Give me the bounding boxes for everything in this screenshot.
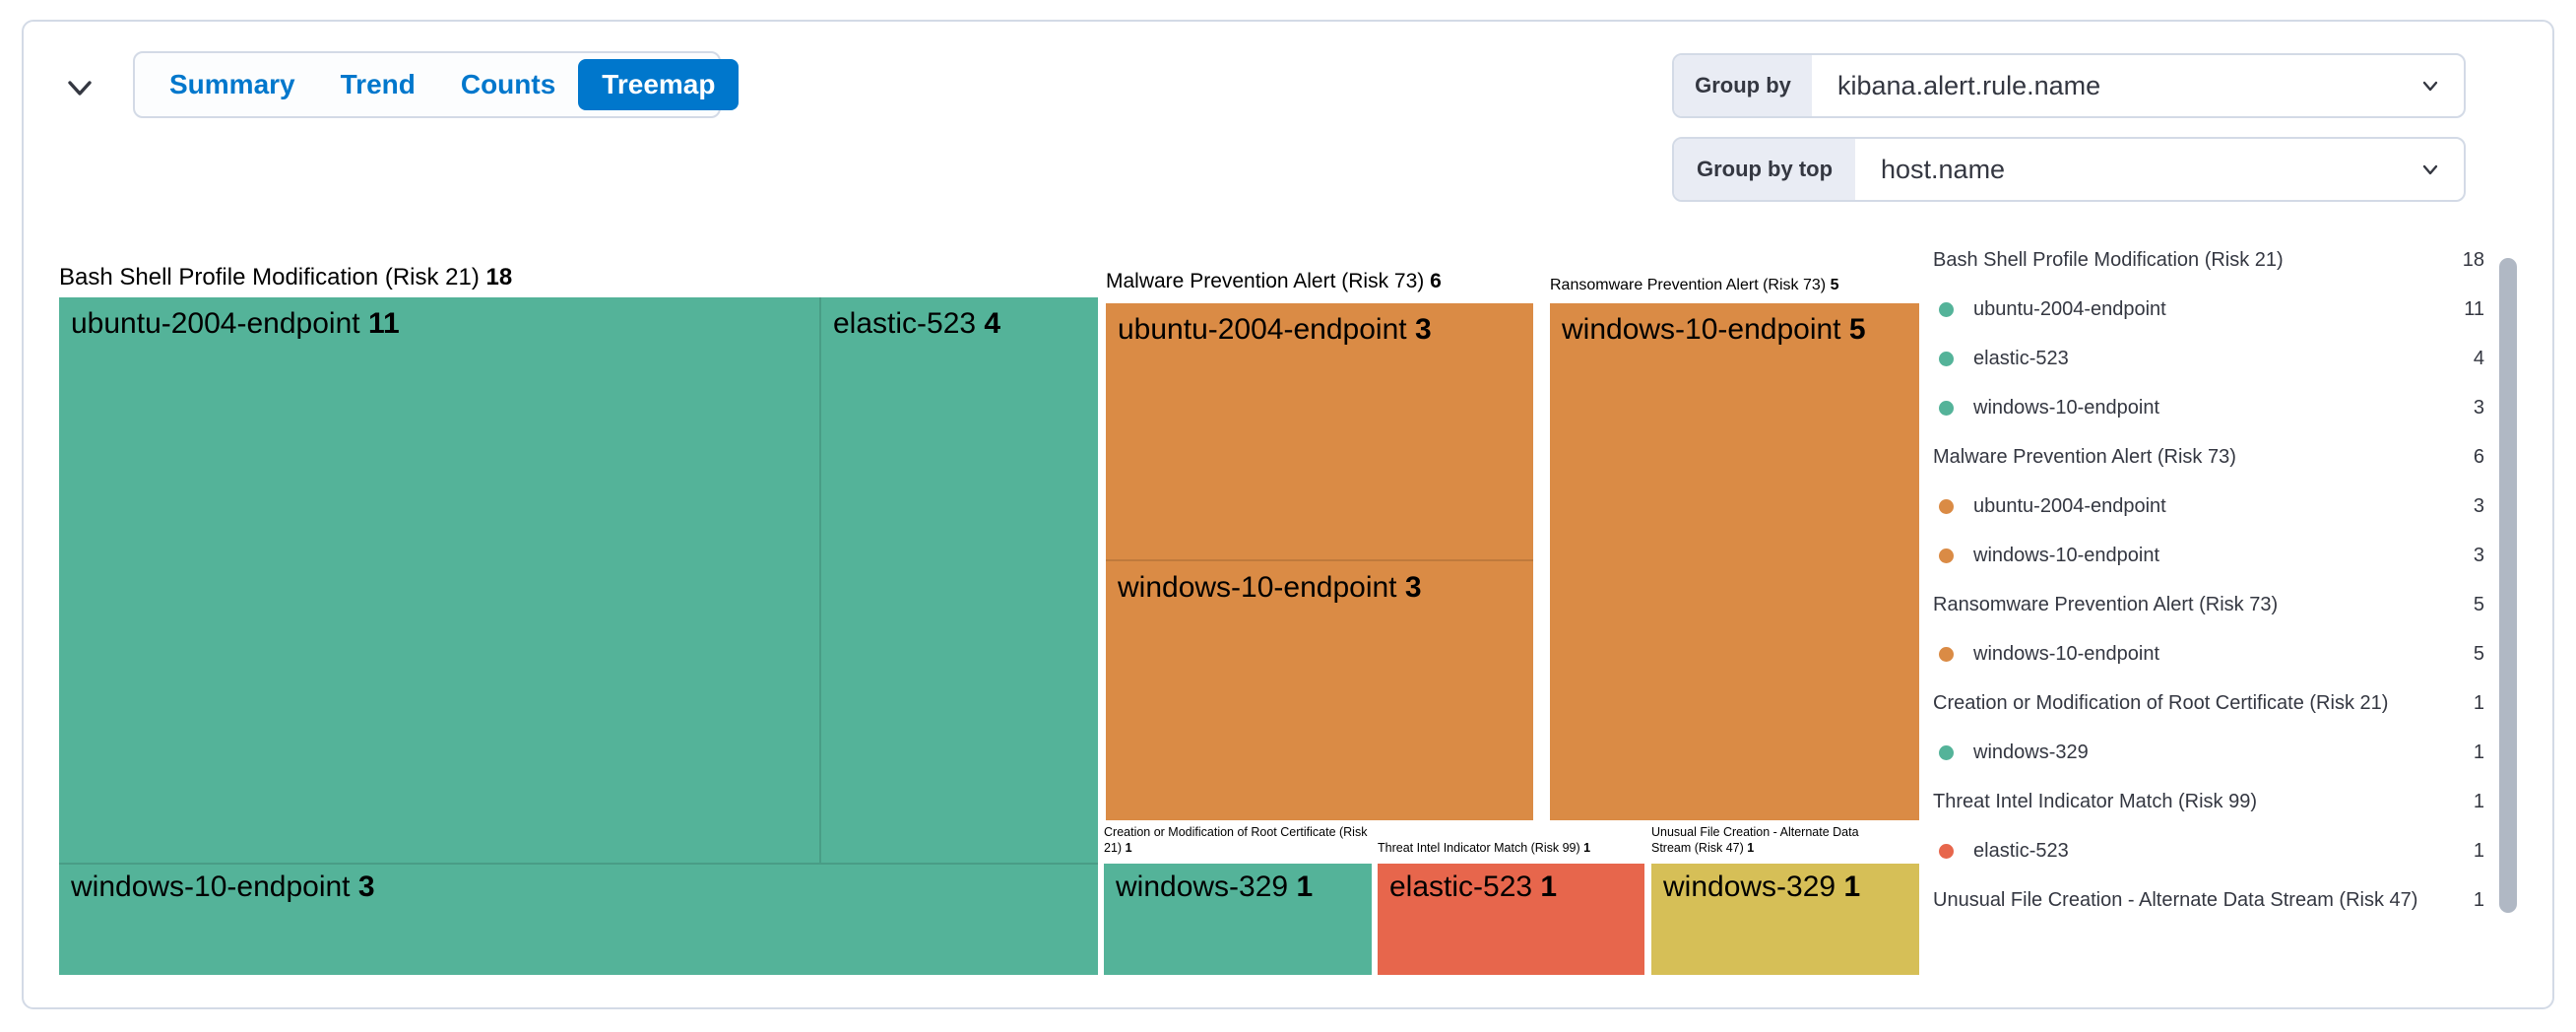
treemap-group-ransomware[interactable]: windows-10-endpoint 5 (1550, 303, 1919, 820)
treemap-cell-label: windows-329 1 (1663, 871, 1861, 903)
group-count: 1 (1583, 841, 1591, 855)
treemap-group-header: Threat Intel Indicator Match (Risk 99) 1 (1378, 841, 1590, 855)
legend-scrollbar-thumb[interactable] (2499, 258, 2517, 913)
legend-group-row[interactable]: Bash Shell Profile Modification (Risk 21… (1933, 249, 2484, 271)
legend-item-row[interactable]: ubuntu-2004-endpoint 11 (1933, 295, 2484, 323)
treemap-group-header: Ransomware Prevention Alert (Risk 73) 5 (1550, 277, 1838, 294)
chevron-down-icon (2418, 139, 2442, 200)
treemap-group-unusual-file[interactable]: windows-329 1 (1651, 864, 1919, 975)
treemap-cell-label: windows-10-endpoint 3 (1118, 571, 1422, 604)
group-count: 18 (485, 264, 513, 290)
group-by-top-select[interactable]: Group by top host.name (1672, 137, 2466, 202)
group-by-top-value: host.name (1881, 154, 2006, 184)
chart-select-tabs: Summary Trend Counts Treemap (133, 51, 740, 118)
group-count: 6 (1430, 270, 1442, 292)
treemap-cell-label: ubuntu-2004-endpoint 3 (1118, 313, 1432, 346)
tab-trend[interactable]: Trend (340, 69, 416, 99)
group-count: 5 (1830, 277, 1839, 293)
treemap-cell-label: ubuntu-2004-endpoint 11 (71, 307, 400, 340)
legend-item-row[interactable]: windows-10-endpoint 3 (1933, 542, 2484, 569)
treemap-group-header: Malware Prevention Alert (Risk 73) 6 (1106, 270, 1442, 293)
group-by-value: kibana.alert.rule.name (1837, 70, 2101, 100)
treemap-cell-label: elastic-523 4 (833, 307, 1001, 340)
group-name: Malware Prevention Alert (Risk 73) (1106, 270, 1425, 292)
treemap-group-header: Creation or Modification of Root Certifi… (1104, 824, 1378, 856)
legend-color-dot (1939, 843, 1954, 859)
treemap-cell-label: elastic-523 1 (1389, 871, 1558, 903)
chevron-down-icon (68, 81, 92, 96)
legend-group-row[interactable]: Malware Prevention Alert (Risk 73) 6 (1933, 446, 2484, 468)
treemap-cell-label: windows-10-endpoint 5 (1562, 313, 1866, 346)
group-count: 1 (1747, 841, 1755, 855)
group-by-top-label: Group by top (1674, 139, 1855, 200)
collapse-panel-button[interactable] (57, 65, 102, 110)
tab-summary[interactable]: Summary (169, 69, 295, 99)
legend-color-dot (1939, 301, 1954, 317)
legend-item-row[interactable]: windows-10-endpoint 3 (1933, 394, 2484, 421)
tab-counts[interactable]: Counts (460, 69, 556, 99)
treemap-group-header: Unusual File Creation - Alternate Data S… (1651, 824, 1898, 856)
legend-color-dot (1939, 744, 1954, 760)
group-by-label: Group by (1674, 55, 1812, 116)
treemap-group-root-certificate[interactable]: windows-329 1 (1104, 864, 1372, 975)
treemap-group-threat-intel[interactable]: elastic-523 1 (1378, 864, 1644, 975)
treemap-cell-label: windows-10-endpoint 3 (71, 871, 375, 903)
legend-color-dot (1939, 400, 1954, 416)
legend-item-row[interactable]: ubuntu-2004-endpoint 3 (1933, 492, 2484, 520)
treemap-group-bash[interactable]: ubuntu-2004-endpoint 11 elastic-523 4 wi… (59, 297, 1098, 975)
group-name: Unusual File Creation - Alternate Data S… (1651, 825, 1859, 855)
treemap-legend: Bash Shell Profile Modification (Risk 21… (1933, 246, 2484, 935)
group-name: Threat Intel Indicator Match (Risk 99) (1378, 841, 1580, 855)
cell-divider (59, 863, 1098, 865)
tab-treemap[interactable]: Treemap (578, 59, 740, 110)
legend-color-dot (1939, 646, 1954, 662)
group-name: Creation or Modification of Root Certifi… (1104, 825, 1368, 855)
cell-divider (819, 297, 821, 863)
legend-group-row[interactable]: Ransomware Prevention Alert (Risk 73) 5 (1933, 594, 2484, 615)
group-count: 1 (1125, 841, 1132, 855)
legend-item-row[interactable]: windows-329 1 (1933, 739, 2484, 766)
legend-color-dot (1939, 498, 1954, 514)
cell-divider (1106, 559, 1533, 561)
legend-group-row[interactable]: Unusual File Creation - Alternate Data S… (1933, 889, 2484, 911)
treemap-cell-label: windows-329 1 (1116, 871, 1314, 903)
legend-item-row[interactable]: windows-10-endpoint 5 (1933, 640, 2484, 668)
legend-item-row[interactable]: elastic-523 4 (1933, 345, 2484, 372)
group-by-select[interactable]: Group by kibana.alert.rule.name (1672, 53, 2466, 118)
treemap-group-malware[interactable]: ubuntu-2004-endpoint 3 windows-10-endpoi… (1106, 303, 1533, 820)
legend-group-row[interactable]: Threat Intel Indicator Match (Risk 99) 1 (1933, 791, 2484, 812)
legend-item-row[interactable]: elastic-523 1 (1933, 837, 2484, 865)
legend-group-row[interactable]: Creation or Modification of Root Certifi… (1933, 692, 2484, 714)
group-name: Bash Shell Profile Modification (Risk 21… (59, 264, 480, 290)
group-name: Ransomware Prevention Alert (Risk 73) (1550, 277, 1827, 293)
chevron-down-icon (2418, 55, 2442, 116)
treemap-group-header: Bash Shell Profile Modification (Risk 21… (59, 264, 512, 291)
legend-color-dot (1939, 548, 1954, 563)
legend-color-dot (1939, 351, 1954, 366)
